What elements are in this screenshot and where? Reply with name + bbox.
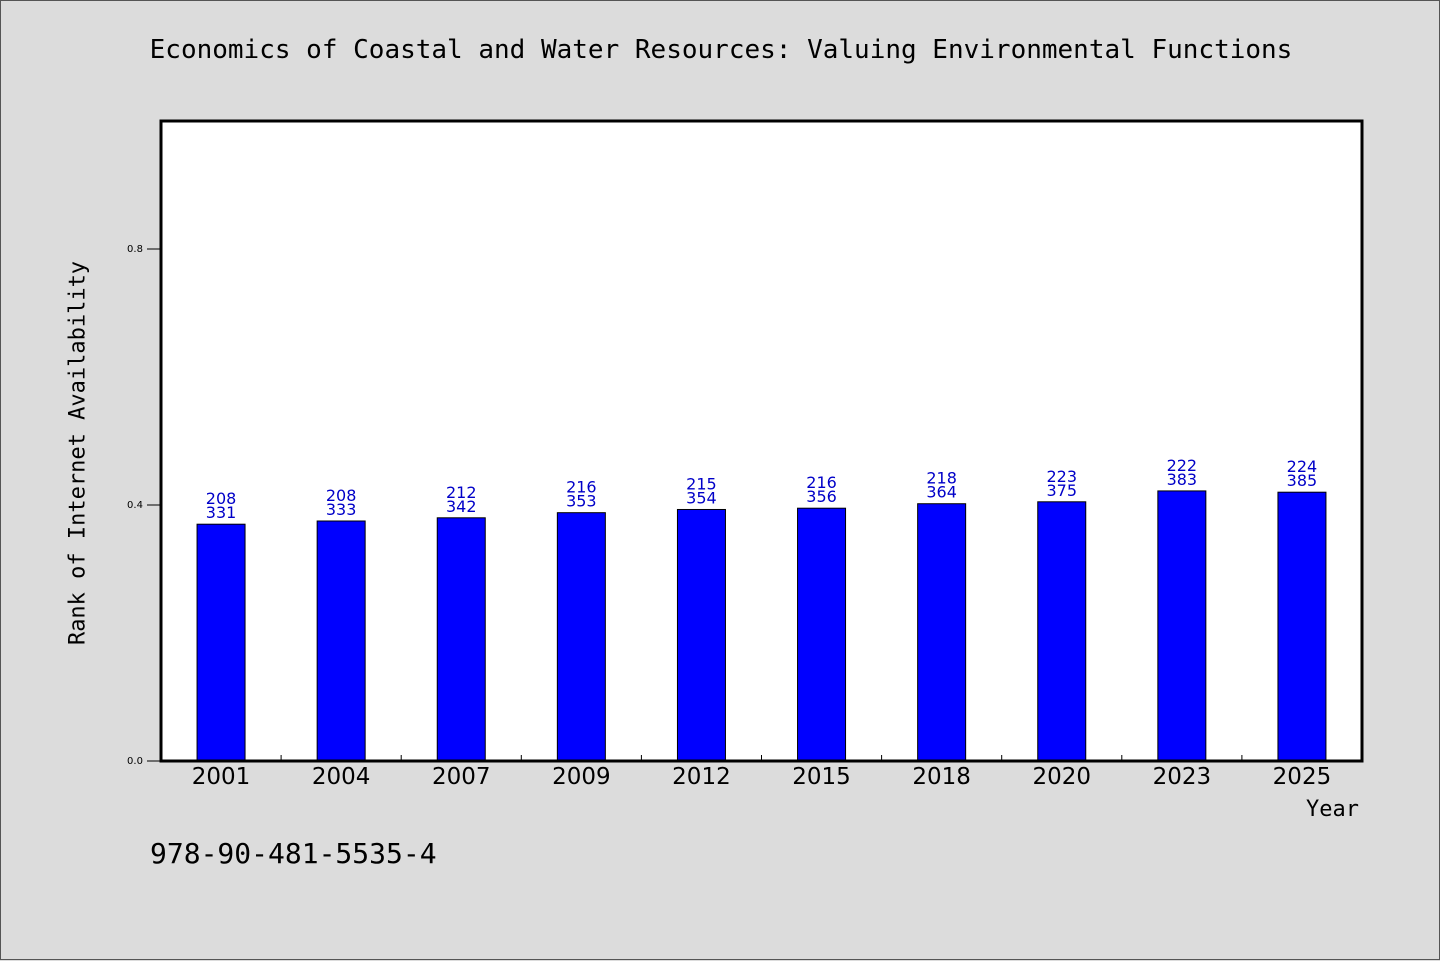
data-label-top: 215 — [686, 474, 717, 493]
bar — [316, 520, 366, 762]
plot-border — [159, 119, 1364, 763]
y-tick-label: 0.8 — [127, 244, 143, 255]
data-label-top: 212 — [446, 483, 477, 502]
data-label-bottom: 342 — [446, 497, 477, 516]
isbn-label: 978-90-481-5535-4 — [150, 837, 437, 870]
x-tick-label: 2023 — [1153, 764, 1212, 790]
x-axis-label: Year — [1306, 797, 1359, 822]
bar — [1277, 491, 1327, 762]
data-label-bottom: 383 — [1167, 470, 1198, 489]
data-label-top: 216 — [806, 473, 837, 492]
x-tick-label: 2015 — [792, 764, 851, 790]
x-tick-label: 2018 — [912, 764, 971, 790]
data-label-bottom: 354 — [686, 488, 717, 507]
x-tick-label: 2004 — [312, 764, 371, 790]
data-label-top: 218 — [926, 469, 957, 488]
bar — [1157, 490, 1207, 762]
data-label-bottom: 353 — [566, 492, 597, 511]
data-label-bottom: 331 — [206, 503, 237, 522]
x-tick-label: 2025 — [1273, 764, 1332, 790]
bar — [676, 508, 726, 762]
data-label-top: 222 — [1167, 456, 1198, 475]
bar — [196, 523, 246, 762]
data-label-bottom: 385 — [1287, 471, 1318, 490]
x-tick-label: 2009 — [552, 764, 611, 790]
data-label-bottom: 364 — [926, 483, 957, 502]
data-label-bottom: 375 — [1046, 481, 1077, 500]
bar — [917, 503, 967, 762]
data-label-top: 223 — [1046, 467, 1077, 486]
x-tick-label: 2020 — [1032, 764, 1091, 790]
data-label-top: 208 — [326, 486, 357, 505]
bar — [436, 517, 486, 762]
data-label-bottom: 333 — [326, 500, 357, 519]
data-label-top: 216 — [566, 478, 597, 497]
data-label-bottom: 356 — [806, 487, 837, 506]
chart-title: Economics of Coastal and Water Resources… — [149, 35, 1293, 65]
bar — [556, 512, 606, 762]
y-tick-label: 0.0 — [127, 756, 143, 767]
bar — [1037, 501, 1087, 762]
bar — [797, 507, 847, 762]
x-tick-label: 2012 — [672, 764, 731, 790]
data-label-top: 208 — [206, 489, 237, 508]
data-label-top: 224 — [1287, 457, 1318, 476]
y-tick-label: 0.4 — [127, 500, 143, 511]
x-tick-label: 2001 — [192, 764, 251, 790]
x-tick-label: 2007 — [432, 764, 491, 790]
